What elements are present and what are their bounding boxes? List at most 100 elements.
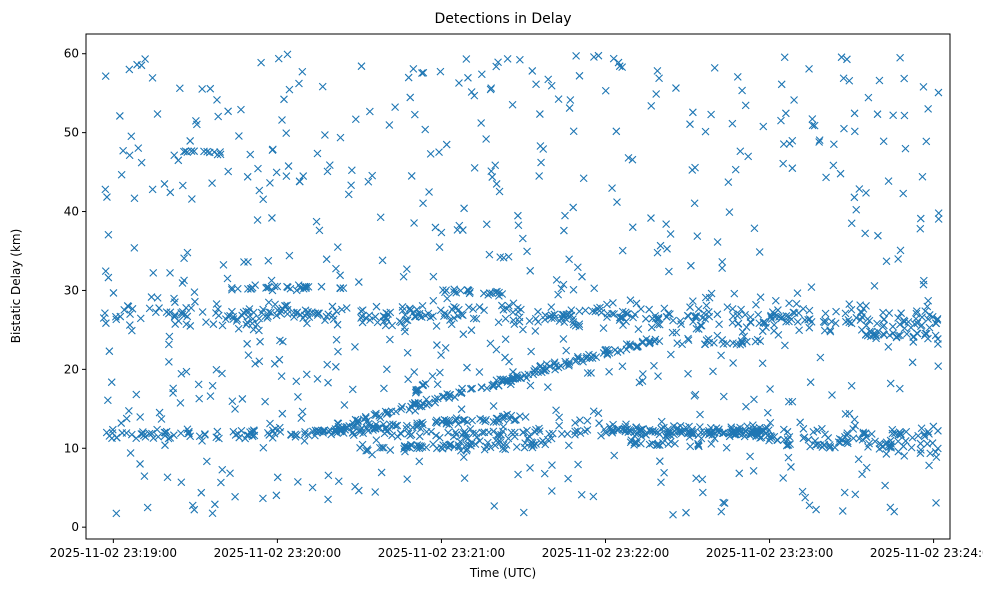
data-point-marker — [107, 378, 116, 387]
data-point-marker — [313, 149, 322, 158]
data-point-marker — [735, 469, 744, 478]
data-point-marker — [513, 373, 521, 382]
data-point-marker — [268, 426, 277, 435]
data-point-marker — [684, 336, 693, 345]
data-point-marker — [914, 431, 923, 440]
data-point-marker — [875, 444, 884, 453]
data-point-marker — [565, 312, 574, 321]
data-point-marker — [888, 425, 897, 434]
data-point-marker — [617, 313, 625, 322]
data-point-marker — [845, 76, 854, 85]
data-point-marker — [612, 127, 621, 136]
data-point-marker — [176, 429, 185, 438]
data-point-marker — [477, 383, 486, 392]
data-point-marker — [383, 409, 392, 418]
data-point-marker — [446, 316, 454, 324]
data-point-marker — [285, 85, 294, 94]
data-point-marker — [534, 307, 542, 316]
data-point-marker — [437, 351, 445, 360]
data-point-marker — [766, 434, 774, 443]
data-point-marker — [122, 414, 131, 423]
data-point-marker — [187, 195, 196, 203]
data-point-marker — [333, 320, 342, 329]
data-point-marker — [300, 430, 309, 438]
data-point-marker — [253, 216, 262, 224]
data-point-marker — [907, 443, 916, 452]
data-point-marker — [788, 397, 797, 406]
data-point-marker — [157, 415, 166, 423]
data-point-marker — [574, 460, 582, 469]
data-point-marker — [514, 211, 522, 220]
data-point-marker — [851, 490, 860, 499]
data-point-marker — [539, 437, 547, 445]
data-point-marker — [920, 432, 929, 441]
data-point-marker — [147, 293, 156, 301]
data-point-marker — [311, 426, 320, 435]
data-point-marker — [419, 199, 427, 208]
data-point-marker — [445, 391, 454, 399]
data-point-marker — [804, 315, 813, 324]
data-point-marker — [109, 289, 118, 297]
data-point-marker — [515, 313, 524, 322]
data-point-marker — [136, 314, 145, 323]
data-point-marker — [564, 441, 573, 450]
y-tick-label: 30 — [64, 283, 79, 297]
data-point-marker — [384, 310, 392, 318]
data-point-marker — [117, 170, 126, 179]
data-point-marker — [435, 243, 444, 252]
data-point-marker — [234, 132, 243, 140]
data-point-marker — [299, 172, 308, 180]
data-point-marker — [705, 312, 714, 321]
data-point-marker — [544, 75, 553, 84]
data-point-marker — [190, 505, 199, 514]
data-point-marker — [370, 410, 379, 419]
data-point-marker — [351, 115, 360, 124]
y-tick-label: 20 — [64, 362, 79, 376]
data-point-marker — [689, 317, 697, 326]
data-point-marker — [273, 473, 282, 482]
data-point-marker — [923, 439, 932, 448]
data-point-marker — [605, 367, 613, 376]
data-point-marker — [155, 304, 163, 312]
data-point-marker — [717, 351, 725, 360]
data-point-marker — [218, 321, 227, 330]
data-point-marker — [102, 319, 110, 328]
data-point-marker — [347, 166, 356, 175]
data-point-marker — [916, 214, 925, 223]
data-point-marker — [493, 287, 501, 296]
data-point-marker — [431, 223, 440, 232]
data-point-marker — [122, 429, 131, 437]
data-point-marker — [253, 320, 262, 329]
data-point-marker — [166, 434, 175, 442]
data-point-marker — [149, 434, 158, 443]
data-point-marker — [254, 164, 262, 173]
data-point-marker — [437, 228, 446, 237]
data-point-marker — [482, 220, 491, 229]
data-point-marker — [694, 442, 703, 451]
data-point-marker — [510, 416, 519, 425]
data-point-marker — [231, 431, 240, 439]
data-point-marker — [238, 395, 247, 403]
data-point-marker — [166, 188, 175, 197]
data-point-marker — [836, 169, 845, 178]
data-point-marker — [925, 461, 933, 470]
data-point-marker — [646, 427, 655, 436]
data-point-marker — [717, 507, 726, 516]
data-point-marker — [632, 299, 641, 308]
data-point-marker — [816, 353, 825, 362]
data-point-marker — [805, 323, 814, 332]
data-point-marker — [838, 507, 847, 515]
data-point-marker — [484, 291, 493, 299]
data-point-marker — [573, 352, 582, 361]
data-point-marker — [784, 397, 793, 406]
data-point-marker — [765, 436, 773, 445]
data-point-marker — [514, 221, 523, 230]
data-point-marker — [662, 220, 671, 229]
data-point-marker — [153, 294, 162, 302]
data-point-marker — [186, 432, 195, 441]
data-point-marker — [492, 180, 501, 188]
data-point-marker — [613, 426, 622, 434]
data-point-marker — [625, 425, 634, 434]
data-point-marker — [701, 127, 710, 136]
data-point-marker — [398, 402, 406, 411]
